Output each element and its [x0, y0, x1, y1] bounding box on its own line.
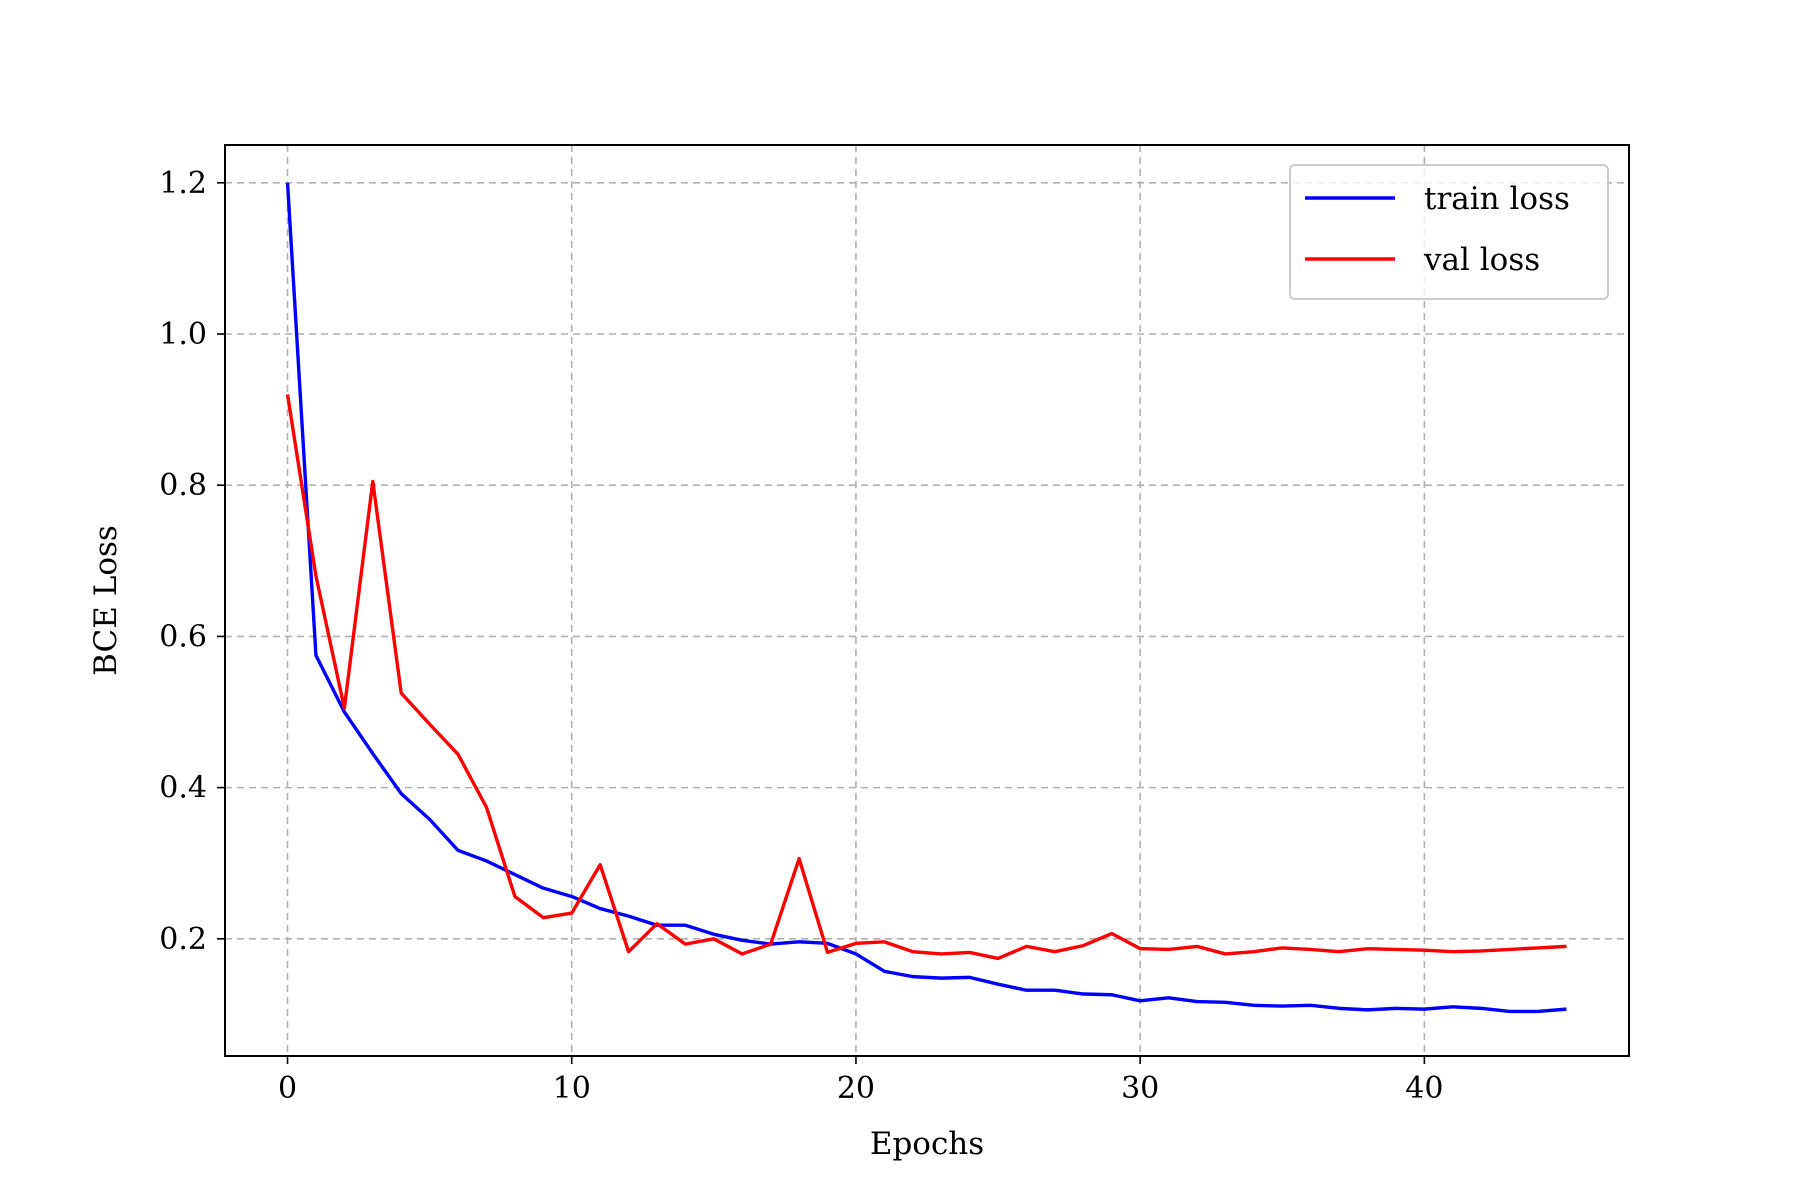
legend-label-val: val loss	[1423, 242, 1540, 278]
y-tick-label: 0.4	[159, 771, 207, 806]
x-tick-label: 0	[278, 1071, 297, 1106]
x-tick-label: 10	[553, 1071, 591, 1106]
plot-frame	[224, 144, 1630, 1057]
y-axis-label: BCE Loss	[88, 525, 124, 676]
x-tick-label: 40	[1405, 1071, 1443, 1106]
x-axis-label: Epochs	[870, 1126, 984, 1162]
series-lines	[285, 182, 1567, 1014]
legend-label-train: train loss	[1424, 181, 1570, 217]
y-tick-label: 0.8	[159, 468, 207, 503]
legend: train loss val loss	[1289, 164, 1609, 300]
x-tick-label: 20	[837, 1071, 875, 1106]
y-tick-label: 0.6	[159, 619, 207, 654]
y-tick-label: 1.2	[159, 166, 207, 201]
y-tick-label: 0.2	[159, 922, 207, 957]
x-tick-label: 30	[1121, 1071, 1159, 1106]
y-tick-label: 1.0	[159, 317, 207, 352]
train-loss-line	[285, 182, 1567, 1014]
val-loss-line	[285, 394, 1567, 961]
axis-ticks: 0 10 20 30 40 0.2 0.4 0.6 0.8 1.0 1.2	[159, 166, 1443, 1106]
grid	[225, 145, 1629, 1056]
